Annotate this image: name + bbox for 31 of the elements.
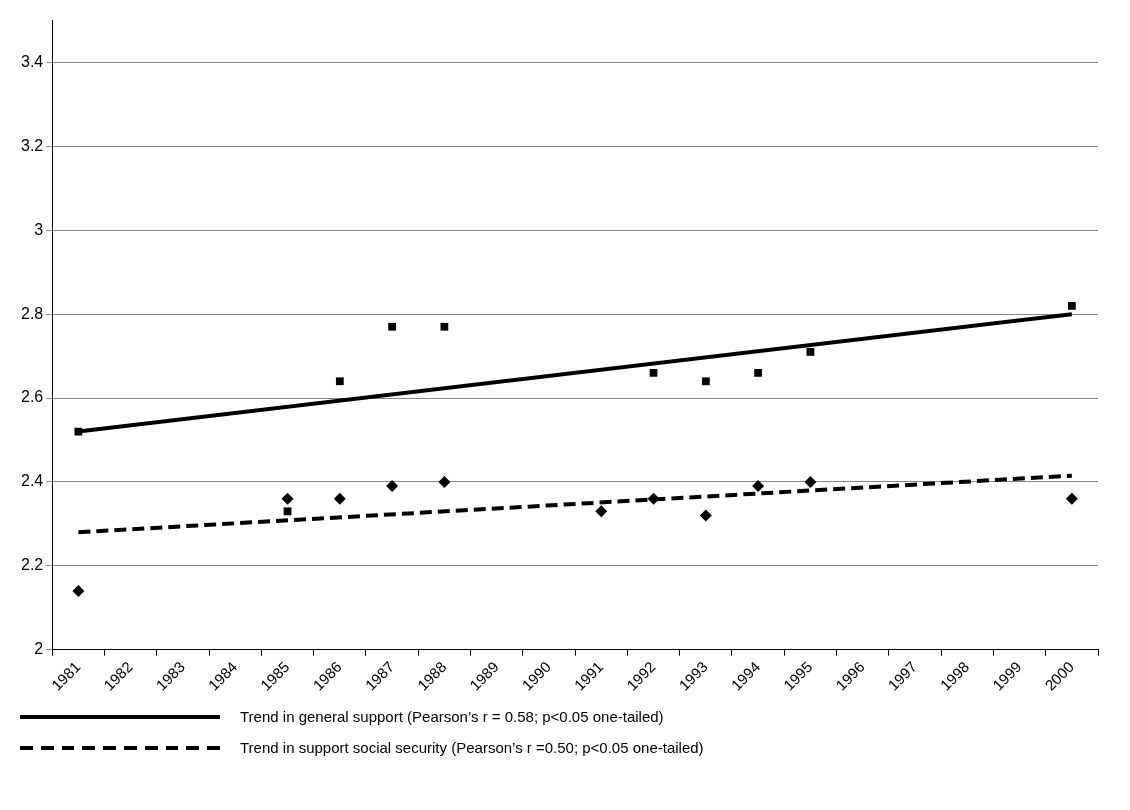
point	[388, 322, 396, 331]
y-tick-label: 3.4	[20, 52, 44, 70]
y-tick-label: 3	[34, 220, 44, 238]
point	[754, 368, 763, 377]
point	[333, 492, 346, 505]
point	[1065, 492, 1078, 505]
point	[699, 509, 712, 522]
point	[440, 322, 449, 331]
point	[649, 368, 658, 377]
point	[752, 480, 765, 493]
y-tick-label: 2.4	[20, 472, 44, 490]
point	[806, 348, 815, 356]
point	[647, 492, 660, 505]
point	[283, 507, 292, 516]
point	[438, 475, 451, 488]
point	[804, 475, 817, 488]
y-tick-label: 2.8	[20, 304, 44, 322]
y-tick-label: 2.2	[20, 556, 44, 574]
point	[281, 492, 294, 505]
legend-label: Trend in general support (Pearson’s r = 0.58; p<0.05 one-tailed)	[240, 708, 664, 725]
legend-label: Trend in support social security (Pearson’s r =0.50; p<0.05 one-tailed)	[240, 739, 704, 756]
point	[595, 505, 608, 518]
point	[74, 427, 83, 436]
y-tick-label: 2	[34, 640, 44, 658]
point	[386, 480, 399, 493]
point	[72, 584, 85, 597]
point	[1067, 301, 1076, 310]
y-tick-label: 3.2	[20, 136, 44, 154]
point	[701, 377, 710, 386]
y-tick-label: 2.6	[20, 388, 44, 406]
point	[335, 377, 344, 386]
